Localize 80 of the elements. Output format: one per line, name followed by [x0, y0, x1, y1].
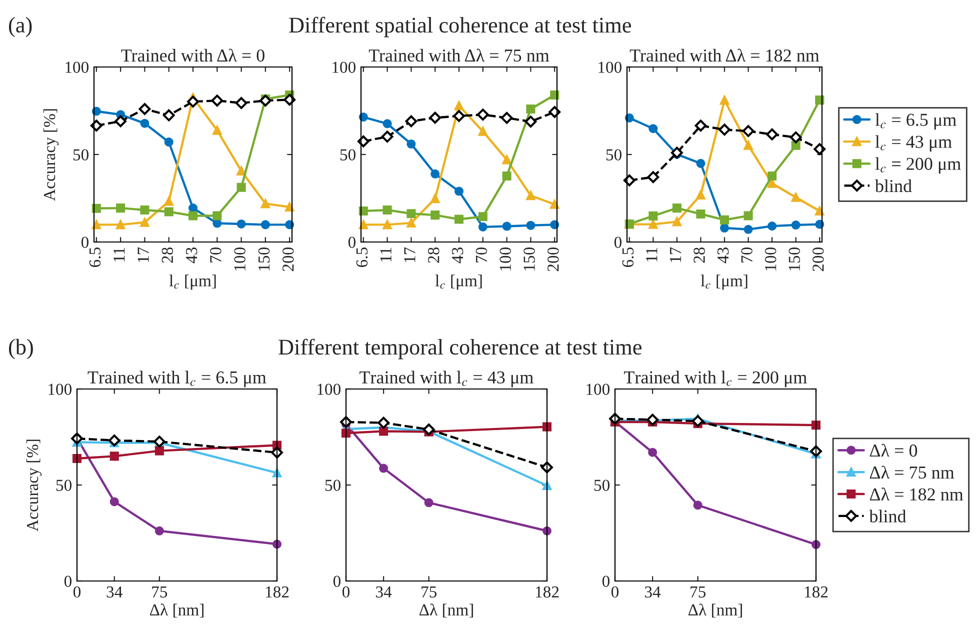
y-axis-title: Accuracy [%] [43, 109, 59, 201]
x-tick-label: 28 [162, 247, 174, 263]
y-tick-label: 0 [64, 576, 72, 587]
x-tick-label: 182 [804, 586, 828, 598]
text: Different temporal coherence at test time [278, 338, 642, 360]
y-tick-label: 100 [332, 62, 356, 73]
x-tick-label: 100 [764, 247, 776, 270]
y-tick-label: 50 [606, 149, 622, 160]
legend-label: l$_{c}$ = 6.5 μm [875, 113, 956, 130]
chart-title: Trained with l$_{c}$ = 43 μm [360, 370, 534, 388]
x-axis-title: Δλ [nm] [688, 604, 742, 618]
x-tick-label: 100 [500, 247, 511, 270]
x-tick-label: 34 [106, 586, 122, 598]
x-tick-label: 43 [717, 248, 729, 264]
x-tick-label: 150 [258, 247, 270, 270]
y-tick-label: 100 [598, 62, 622, 73]
x-tick-label: 17 [138, 247, 149, 262]
chart-title: Trained with Δλ = 0 [121, 48, 264, 62]
legend-label: l$_{c}$ = 200 μm [875, 157, 961, 174]
y-axis-title: Accuracy [%] [26, 440, 42, 532]
x-axis-title: l$_{c}$ [μm] [700, 274, 748, 290]
x-tick-label: 70 [476, 247, 488, 262]
y-tick-label: 0 [602, 576, 610, 587]
x-tick-label: 182 [536, 586, 559, 598]
y-tick-label: 50 [325, 480, 341, 491]
x-tick-label: 150 [524, 247, 535, 270]
y-tick-label: 0 [81, 236, 89, 248]
x-tick-label: 70 [210, 247, 222, 262]
x-tick-label: 100 [234, 247, 246, 270]
y-tick-label: 50 [340, 149, 356, 160]
x-axis-title: l$_{c}$ [μm] [169, 274, 216, 290]
y-tick-label: 0 [348, 236, 356, 248]
chart-title: Trained with Δλ = 75 nm [368, 48, 550, 62]
legend-label: blind [874, 179, 912, 192]
x-tick-label: 11 [646, 248, 658, 262]
x-tick-label: 182 [266, 586, 289, 598]
x-axis-title: Δλ [nm] [419, 604, 473, 618]
text: Different spatial coherence at test time [289, 16, 631, 38]
chart-title: Trained with l$_{c}$ = 200 μm [624, 370, 807, 388]
x-axis-title: l$_{c}$ [μm] [435, 274, 482, 290]
x-tick-label: 43 [186, 248, 198, 264]
legend-label: l$_{c}$ = 43 μm [875, 135, 952, 152]
y-tick-label: 100 [48, 384, 72, 395]
y-tick-label: 50 [56, 480, 72, 491]
y-tick-label: 100 [318, 384, 341, 395]
y-tick-label: 100 [586, 384, 610, 395]
x-tick-label: 43 [452, 248, 464, 264]
x-tick-label: 6.5 [356, 248, 368, 267]
legend-label: blind [869, 510, 906, 522]
chart-title: Trained with l$_{c}$ = 6.5 μm [88, 370, 266, 388]
x-axis-title: Δλ [nm] [150, 604, 204, 618]
y-tick-label: 0 [614, 236, 622, 248]
x-tick-label: 28 [428, 247, 440, 263]
text: (a) [8, 16, 32, 38]
legend-label: Δλ = 0 [870, 444, 918, 457]
x-tick-label: 34 [376, 586, 392, 598]
x-tick-label: 6.5 [89, 248, 101, 267]
legend-label: Δλ = 182 nm [870, 488, 964, 501]
chart-title: Trained with Δλ = 182 nm [630, 48, 820, 62]
y-tick-label: 50 [73, 149, 89, 160]
x-tick-label: 200 [282, 247, 294, 272]
x-tick-label: 17 [404, 247, 416, 262]
x-tick-label: 70 [741, 247, 752, 262]
x-tick-label: 11 [114, 248, 125, 262]
x-tick-label: 28 [694, 247, 705, 263]
y-tick-label: 100 [66, 62, 89, 73]
x-tick-label: 150 [788, 247, 800, 270]
x-tick-label: 75 [690, 586, 706, 598]
x-tick-label: 200 [812, 247, 824, 272]
y-tick-label: 50 [594, 480, 610, 491]
x-tick-label: 34 [645, 586, 661, 598]
legend-label: Δλ = 75 nm [870, 466, 954, 479]
x-tick-label: 17 [670, 247, 681, 262]
text: (b) [8, 338, 33, 360]
x-tick-label: 6.5 [622, 248, 634, 267]
y-tick-label: 0 [333, 576, 341, 587]
x-tick-label: 200 [548, 247, 559, 272]
x-tick-label: 75 [422, 586, 437, 598]
x-tick-label: 75 [152, 586, 168, 598]
x-tick-label: 11 [380, 248, 392, 262]
